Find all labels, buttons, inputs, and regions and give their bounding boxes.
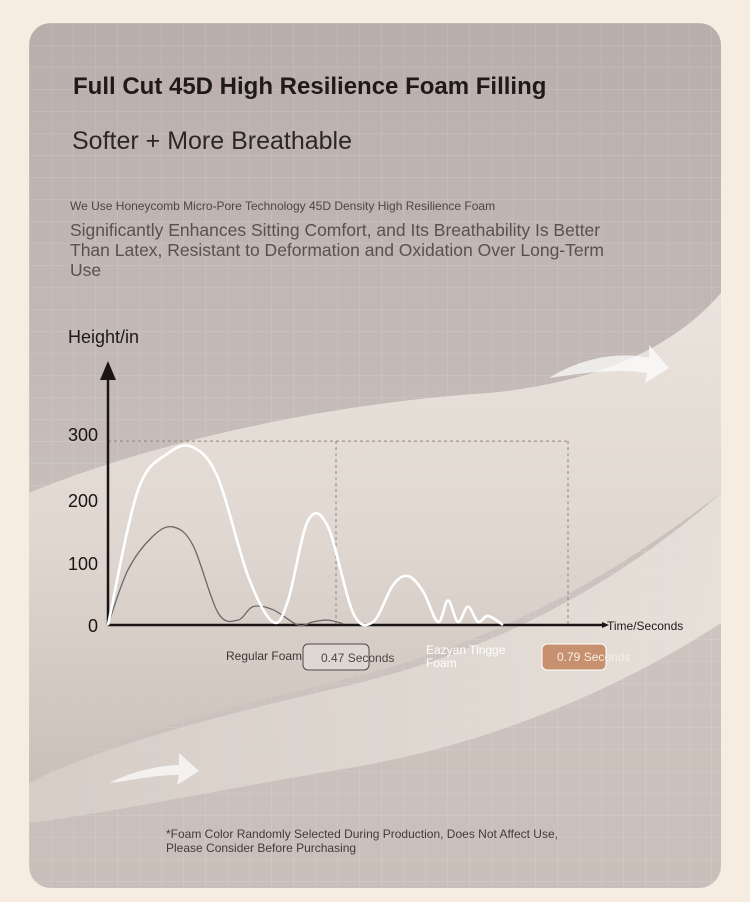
arrow-right-icon bbox=[109, 753, 199, 785]
series-line-regular-foam bbox=[107, 525, 344, 627]
series-line-eazyan-foam bbox=[106, 444, 504, 627]
x-axis-arrow-icon bbox=[602, 622, 609, 628]
badge-eazyan-foam-text: 0.79 Seconds bbox=[557, 650, 630, 664]
badge-eazyan-foam bbox=[541, 643, 607, 671]
description: Significantly Enhances Sitting Comfort, … bbox=[70, 220, 605, 280]
technology-line: We Use Honeycomb Micro-Pore Technology 4… bbox=[70, 199, 496, 213]
product-card: Full Cut 45D High Resilience Foam Fillin… bbox=[29, 23, 721, 888]
legend-eazyan-foam-line1: Eazyan Tingge bbox=[426, 643, 506, 657]
y-tick-label: 100 bbox=[68, 554, 98, 574]
y-tick-label: 300 bbox=[68, 425, 98, 445]
arrow-right-icon bbox=[549, 345, 669, 383]
legend-regular-foam: Regular Foam bbox=[226, 649, 302, 663]
y-axis-arrow-icon bbox=[100, 361, 116, 380]
y-tick-label: 200 bbox=[68, 491, 98, 511]
x-axis-label: Time/Seconds bbox=[607, 619, 683, 633]
badge-regular-foam-text: 0.47 Seconds bbox=[321, 651, 394, 665]
page-subtitle: Softer + More Breathable bbox=[72, 127, 353, 155]
rebound-chart: Height/in Time/Seconds 0 100 200 300 Regula… bbox=[68, 327, 683, 671]
footnote-line-1: *Foam Color Randomly Selected During Pro… bbox=[166, 827, 558, 841]
foam-sheet bbox=[29, 293, 721, 783]
foam-illustration bbox=[29, 293, 721, 823]
y-axis-label: Height/in bbox=[68, 327, 139, 347]
y-tick-label: 0 bbox=[88, 616, 98, 636]
footnote-line-2: Please Consider Before Purchasing bbox=[166, 841, 357, 855]
badge-regular-foam bbox=[302, 643, 370, 671]
footnote: *Foam Color Randomly Selected During Pro… bbox=[166, 827, 586, 855]
page-title: Full Cut 45D High Resilience Foam Fillin… bbox=[73, 73, 547, 100]
foam-fold bbox=[29, 493, 721, 823]
legend-eazyan-foam-line2: Foam bbox=[426, 656, 457, 670]
